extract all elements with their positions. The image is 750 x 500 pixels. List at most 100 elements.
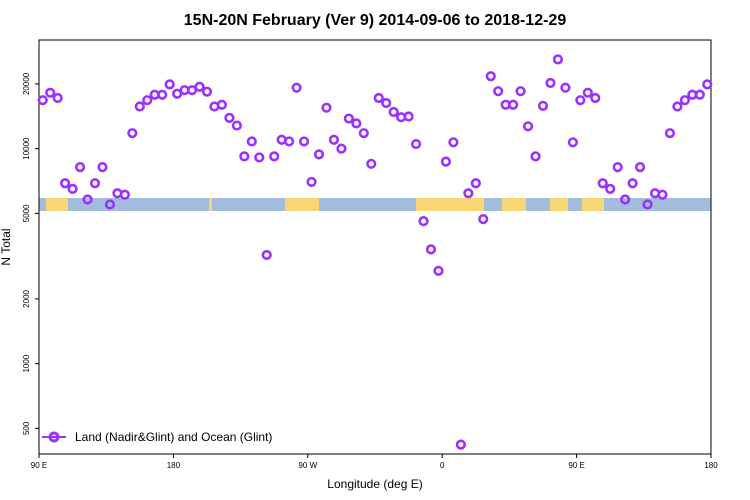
data-point — [433, 265, 444, 276]
data-point — [321, 102, 332, 113]
data-point — [134, 101, 145, 112]
data-point — [448, 137, 459, 148]
data-point — [537, 100, 549, 112]
data-point — [104, 199, 116, 210]
data-point — [620, 194, 631, 205]
legend-label: Land (Nadir&Glint) and Ocean (Glint) — [75, 430, 272, 444]
data-point — [216, 99, 228, 110]
data-point — [582, 87, 593, 98]
data-point — [575, 95, 586, 106]
data-point — [508, 99, 519, 110]
legend: Land (Nadir&Glint) and Ocean (Glint) — [42, 430, 272, 444]
data-point — [142, 95, 153, 106]
x-axis-label: Longitude (deg E) — [327, 477, 422, 491]
data-point — [194, 81, 205, 92]
data-point — [403, 111, 414, 122]
data-point — [82, 194, 93, 205]
data-point — [306, 176, 317, 188]
y-axis-label: N Total — [0, 228, 13, 265]
ocean-band — [39, 198, 711, 211]
data-point — [694, 89, 705, 100]
data-point — [493, 86, 504, 97]
x-tick-label: 90 E — [31, 461, 47, 470]
data-point — [560, 82, 571, 93]
data-point — [336, 143, 347, 154]
data-point — [269, 151, 280, 162]
data-point — [634, 162, 646, 173]
background-map — [39, 198, 711, 211]
data-point — [351, 118, 362, 129]
x-tick-label: 180 — [704, 461, 718, 470]
x-tick-label: 90 E — [568, 461, 584, 470]
data-point — [388, 106, 399, 118]
data-point — [605, 183, 616, 194]
data-point — [37, 95, 48, 106]
data-point — [127, 128, 138, 139]
data-point — [463, 188, 474, 199]
data-point — [664, 128, 676, 139]
data-point — [358, 128, 369, 139]
data-point — [672, 101, 683, 112]
data-point — [261, 249, 272, 261]
y-tick-label: 2000 — [22, 289, 31, 307]
data-point — [612, 162, 623, 173]
data-point — [418, 216, 429, 227]
data-point — [201, 86, 213, 97]
data-point — [52, 92, 63, 104]
data-point — [552, 54, 564, 65]
data-point — [97, 162, 108, 173]
data-point — [89, 178, 101, 189]
data-point — [343, 113, 354, 124]
chart-title: 15N-20N February (Ver 9) 2014-09-06 to 2… — [184, 12, 567, 29]
x-tick-label: 90 W — [298, 461, 317, 470]
data-point — [478, 214, 489, 225]
y-tick-label: 5000 — [22, 204, 31, 222]
data-point — [642, 199, 653, 210]
data-point — [679, 95, 690, 106]
data-point — [470, 178, 481, 189]
data-point — [702, 79, 713, 90]
data-point — [425, 244, 437, 255]
data-point — [239, 151, 250, 162]
data-point — [373, 92, 384, 104]
data-point — [246, 136, 257, 147]
data-point — [627, 178, 638, 189]
data-point — [567, 137, 578, 148]
data-point — [74, 162, 86, 173]
data-point — [164, 79, 175, 90]
data-point — [313, 149, 325, 160]
data-point — [485, 71, 496, 82]
y-tick-label: 20000 — [22, 72, 31, 95]
data-point — [410, 138, 422, 150]
data-point — [328, 134, 340, 145]
data-point — [284, 136, 295, 147]
data-point — [590, 92, 601, 104]
data-points — [37, 54, 713, 450]
x-tick-label: 180 — [167, 461, 181, 470]
data-point — [45, 87, 56, 98]
data-point — [440, 156, 452, 167]
data-point — [455, 439, 466, 450]
data-point — [597, 178, 608, 189]
data-point — [119, 189, 130, 200]
data-point — [366, 158, 377, 169]
data-point — [224, 112, 235, 123]
data-point — [60, 178, 71, 189]
data-point — [657, 189, 668, 200]
data-point — [231, 120, 242, 131]
x-axis: 90 E 180 90 W 0 90 E 180 — [31, 454, 718, 470]
y-axis: 500 1000 2000 5000 10000 20000 — [22, 72, 39, 435]
data-point — [530, 151, 541, 162]
data-point — [157, 89, 168, 100]
plot-frame — [38, 39, 712, 455]
data-point — [381, 97, 392, 109]
data-point — [67, 183, 78, 194]
data-point — [522, 121, 534, 132]
data-point — [291, 82, 302, 93]
data-point — [298, 136, 310, 147]
data-point — [254, 152, 265, 163]
y-tick-label: 500 — [22, 421, 31, 435]
y-tick-label: 1000 — [22, 354, 31, 372]
data-point — [172, 88, 183, 99]
